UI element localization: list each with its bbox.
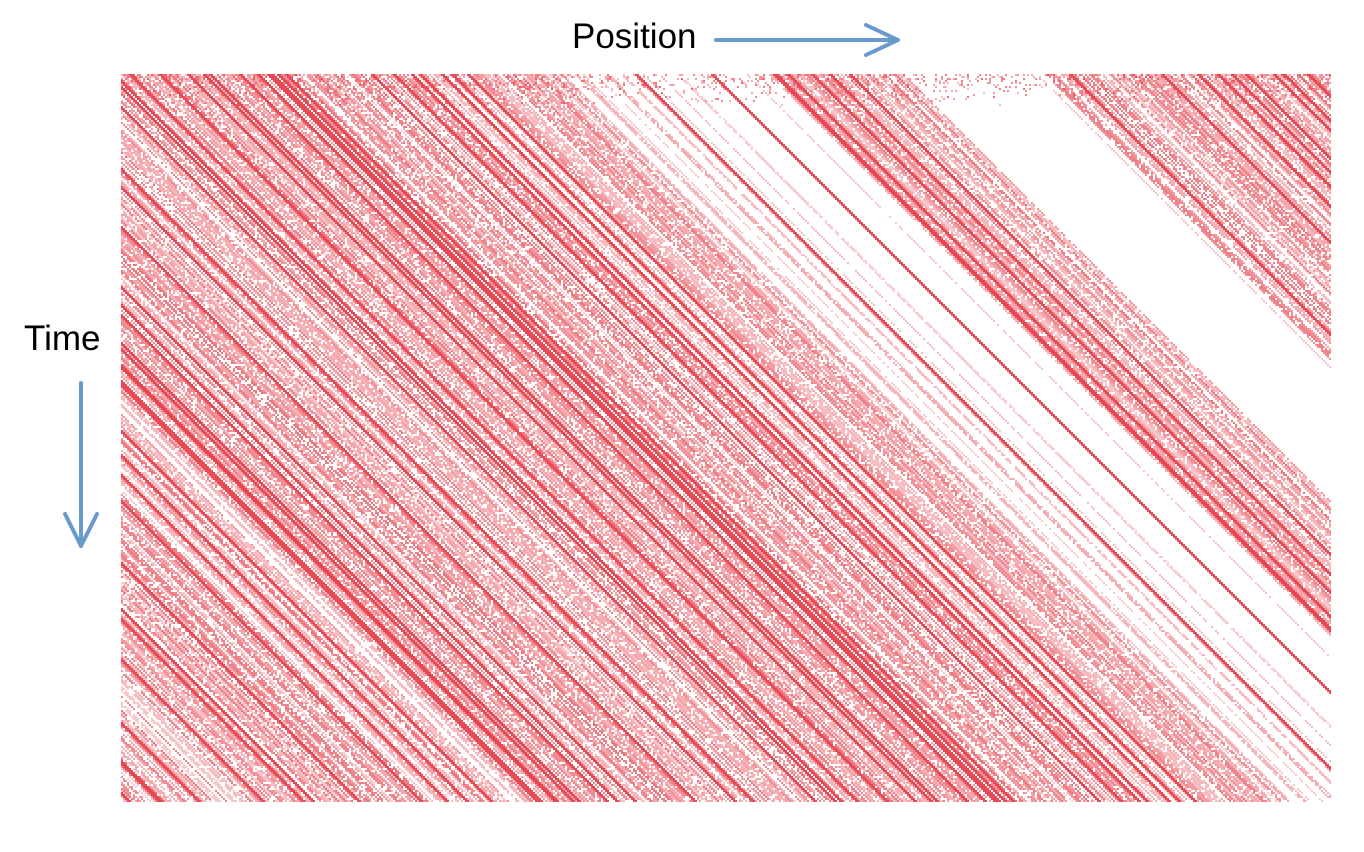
position-axis-label: Position [572,17,697,56]
down-arrow-icon [63,381,99,548]
time-axis-label: Time [24,319,101,358]
right-arrow-icon [714,23,900,57]
spacetime-diagram [121,74,1331,802]
